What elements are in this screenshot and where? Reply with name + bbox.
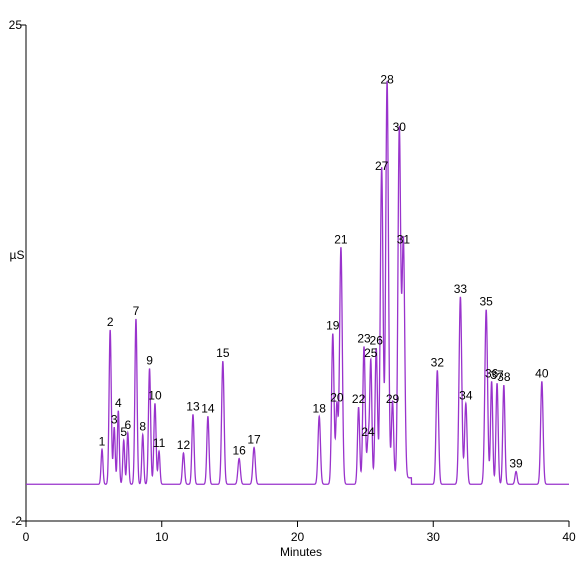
peak-label: 3 bbox=[111, 412, 118, 426]
peak-label: 5 bbox=[120, 425, 127, 439]
chromatogram-trace bbox=[26, 80, 569, 485]
peak-label: 28 bbox=[380, 72, 394, 86]
peak-label: 18 bbox=[313, 401, 327, 415]
peak-label: 11 bbox=[153, 436, 166, 450]
peak-label: 33 bbox=[454, 282, 468, 296]
peak-label: 26 bbox=[370, 333, 384, 347]
peak-label: 8 bbox=[139, 420, 146, 434]
peak-label: 31 bbox=[397, 232, 411, 246]
peak-label: 13 bbox=[186, 399, 200, 413]
peak-label: 6 bbox=[124, 418, 131, 432]
peak-label: 40 bbox=[535, 366, 549, 380]
peak-label: 35 bbox=[480, 295, 494, 309]
peak-label: 30 bbox=[393, 120, 407, 134]
peak-label: 23 bbox=[357, 331, 371, 345]
y-axis-label: µS bbox=[10, 248, 25, 262]
peak-label: 17 bbox=[247, 433, 261, 447]
peak-label: 29 bbox=[386, 392, 400, 406]
peak-label: 39 bbox=[509, 456, 523, 470]
x-tick-label: 10 bbox=[155, 530, 169, 544]
peak-label: 24 bbox=[361, 425, 375, 439]
peak-label: 20 bbox=[330, 390, 344, 404]
peak-label: 9 bbox=[146, 354, 153, 368]
peak-label: 14 bbox=[201, 401, 215, 415]
peak-label: 37 bbox=[490, 368, 504, 382]
peak-label: 34 bbox=[459, 388, 473, 402]
x-tick-label: 30 bbox=[427, 530, 441, 544]
peak-label: 27 bbox=[375, 159, 389, 173]
x-tick-label: 20 bbox=[291, 530, 305, 544]
peak-label: 7 bbox=[133, 304, 140, 318]
plot-area bbox=[26, 80, 569, 485]
peak-label: 25 bbox=[364, 346, 378, 360]
peak-label: 32 bbox=[431, 355, 445, 369]
peak-label: 21 bbox=[334, 232, 348, 246]
peak-label: 19 bbox=[326, 319, 340, 333]
peak-label: 2 bbox=[107, 315, 114, 329]
peak-label: 15 bbox=[216, 346, 230, 360]
y-tick-label: -2 bbox=[11, 514, 22, 528]
peak-label: 16 bbox=[232, 444, 246, 458]
x-tick-label: 40 bbox=[562, 530, 576, 544]
x-tick-label: 0 bbox=[23, 530, 30, 544]
peak-label: 1 bbox=[99, 434, 106, 448]
peak-label: 36 bbox=[485, 366, 499, 380]
peak-label: 22 bbox=[352, 392, 366, 406]
peak-label: 38 bbox=[497, 370, 511, 384]
x-axis-label: Minutes bbox=[280, 545, 322, 559]
y-tick-label: 25 bbox=[9, 18, 23, 32]
axes: 0 10 20 30 40-225 bbox=[9, 18, 576, 544]
peak-label: 12 bbox=[177, 438, 191, 452]
peak-label: 4 bbox=[115, 396, 122, 410]
peak-label: 10 bbox=[148, 388, 162, 402]
